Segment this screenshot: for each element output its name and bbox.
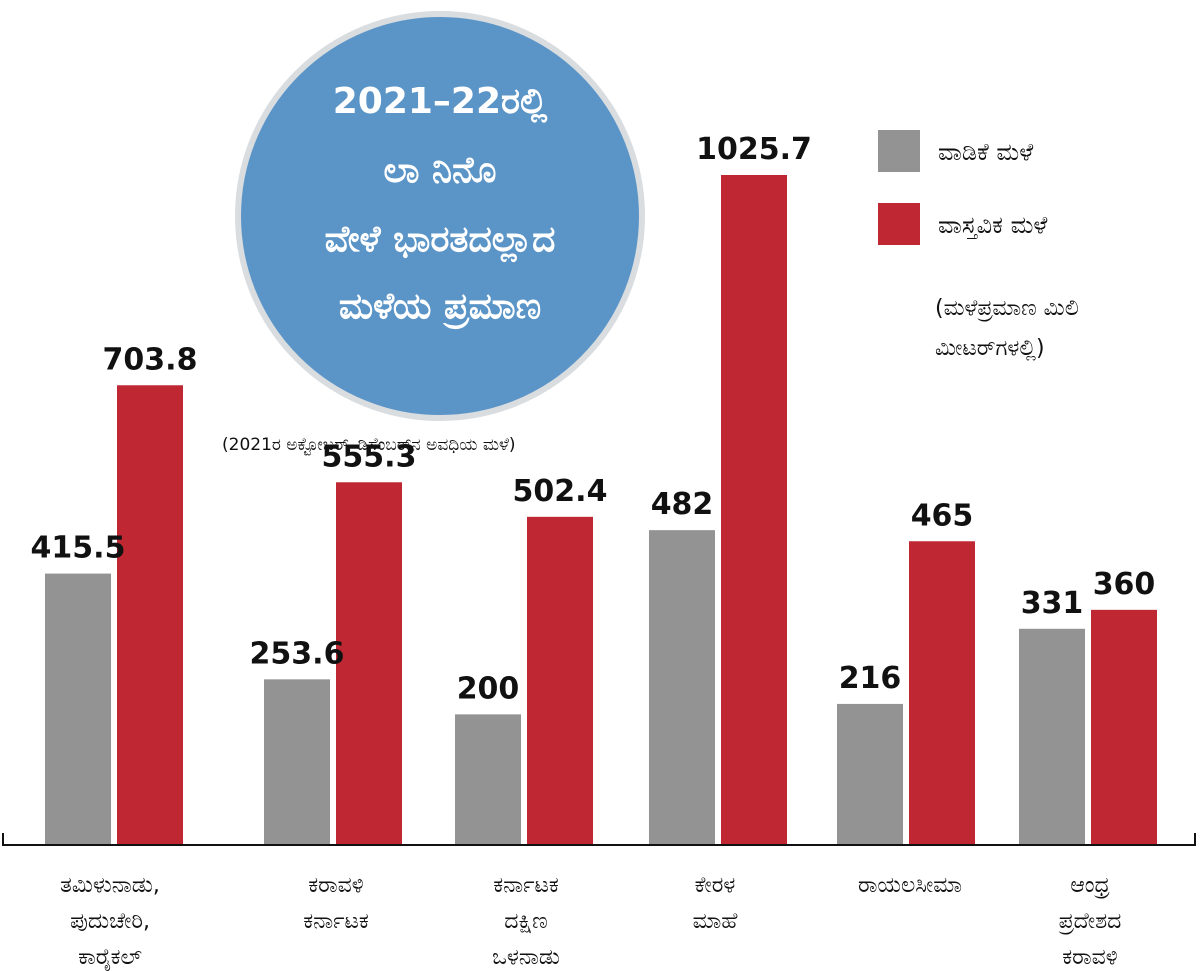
bar-actual-3 <box>527 516 593 845</box>
value-label-normal-4: 482 <box>651 487 714 522</box>
bars <box>45 175 1157 845</box>
legend: ವಾಡಿಕೆ ಮಳೆ ವಾಸ್ತವಿಕ ಮಳೆ <box>878 130 1047 245</box>
value-label-normal-2: 253.6 <box>250 636 345 671</box>
value-labels: 415.5 253.6 200 482 216 331 703.8 555.3 502.4 102… <box>31 132 1156 706</box>
unit-note-line-2: ಮೀಟರ್‌ಗಳಲ್ಲಿ) <box>935 336 1045 361</box>
category-labels: ತಮಿಳುನಾಡು, ಪುದುಚೇರಿ, ಕಾರೈಕಲ್ ಕರಾವಳಿ ಕರ್ನಾಟಕ ಕ… <box>60 873 1121 971</box>
bar-actual-1 <box>117 385 183 845</box>
title-line-2: ಲಾ ನಿನೊ <box>383 150 496 191</box>
value-label-actual-4: 1025.7 <box>696 132 812 167</box>
value-label-normal-6: 331 <box>1021 586 1084 621</box>
value-label-normal-1: 415.5 <box>31 531 126 566</box>
title-line-3: ವೇಳೆ ಭಾರತದಲ್ಲಾದ <box>325 219 556 263</box>
category-label-1-line-1: ತಮಿಳುನಾಡು, <box>60 873 160 898</box>
category-label-6-line-2: ಪ್ರದೇಶದ <box>1058 909 1122 934</box>
bar-actual-4 <box>721 175 787 845</box>
value-label-actual-3: 502.4 <box>513 474 608 509</box>
title-badge-circle <box>235 11 645 421</box>
title-badge: 2021–22ರಲ್ಲಿ ಲಾ ನಿನೊ ವೇಳೆ ಭಾರತದಲ್ಲಾದ ಮಳೆಯ ಪ… <box>235 11 645 421</box>
bar-normal-6 <box>1019 628 1085 845</box>
title-line-4: ಮಳೆಯ ಪ್ರಮಾಣ <box>339 286 541 329</box>
title-line-1: 2021–22ರಲ್ಲಿ <box>333 81 548 124</box>
bar-actual-5 <box>909 541 975 845</box>
category-label-1-line-2: ಪುದುಚೇರಿ, <box>70 909 150 934</box>
unit-note-line-1: (ಮಳೆಪ್ರಮಾಣ ಮಿಲಿ <box>935 296 1079 321</box>
value-label-normal-5: 216 <box>839 661 902 696</box>
category-label-4-line-2: ಮಾಹೆ <box>693 909 738 934</box>
category-label-2-line-1: ಕರಾವಳಿ <box>308 873 363 898</box>
value-label-actual-6: 360 <box>1093 567 1156 602</box>
bar-normal-2 <box>264 679 330 845</box>
bar-actual-6 <box>1091 609 1157 845</box>
category-label-3-line-1: ಕರ್ನಾಟಕ <box>493 873 559 898</box>
category-label-1-line-3: ಕಾರೈಕಲ್ <box>78 945 142 971</box>
legend-swatch-actual <box>878 203 920 245</box>
unit-note: (ಮಳೆಪ್ರಮಾಣ ಮಿಲಿ ಮೀಟರ್‌ಗಳಲ್ಲಿ) <box>935 296 1079 361</box>
value-label-normal-3: 200 <box>457 671 520 706</box>
category-label-3-line-3: ಒಳನಾಡು <box>492 945 560 970</box>
value-label-actual-1: 703.8 <box>103 342 198 377</box>
bar-normal-3 <box>455 714 521 845</box>
legend-label-normal: ವಾಡಿಕೆ ಮಳೆ <box>938 138 1033 166</box>
value-label-actual-2: 555.3 <box>322 439 417 474</box>
category-label-6-line-3: ಕರಾವಳಿ <box>1062 945 1117 970</box>
bar-actual-2 <box>336 482 402 845</box>
category-label-5-line-1: ರಾಯಲಸೀಮಾ <box>858 873 962 898</box>
category-label-3-line-2: ದಕ್ಷಿಣ <box>504 909 548 934</box>
legend-swatch-normal <box>878 130 920 172</box>
value-label-actual-5: 465 <box>911 498 974 533</box>
bar-normal-4 <box>649 530 715 845</box>
x-axis-ticks <box>2 833 1196 845</box>
legend-label-actual: ವಾಸ್ತವಿಕ ಮಳೆ <box>938 211 1047 239</box>
period-note: (2021ರ ಅಕ್ಟೋಬರ್–ಡಿಸೆಂಬರ್‌ನ ಅವಧಿಯ ಮಳೆ) <box>222 435 516 456</box>
category-label-6-line-1: ಆಂಧ್ರ <box>1070 873 1109 898</box>
category-label-4-line-1: ಕೇರಳ <box>695 873 736 898</box>
category-label-2-line-2: ಕರ್ನಾಟಕ <box>303 909 369 934</box>
bar-normal-1 <box>45 573 111 845</box>
bar-normal-5 <box>837 703 903 845</box>
